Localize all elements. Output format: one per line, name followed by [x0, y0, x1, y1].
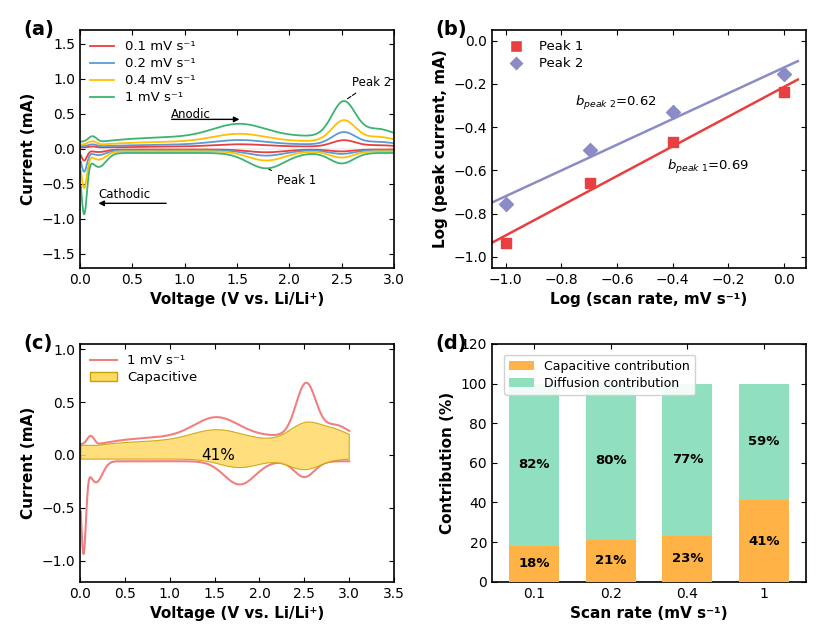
0.1 mV s⁻¹	[143, 146, 153, 153]
Bar	[662, 383, 712, 536]
1 mV s⁻¹	[390, 149, 399, 157]
Point	[667, 137, 680, 147]
Point	[667, 107, 680, 117]
Text: 77%: 77%	[672, 453, 703, 466]
0.4 mV s⁻¹	[79, 184, 89, 192]
0.2 mV s⁻¹	[153, 146, 163, 154]
1 mV s⁻¹	[204, 149, 214, 157]
Text: 59%: 59%	[748, 435, 780, 449]
Bar	[509, 383, 559, 546]
0.1 mV s⁻¹	[247, 148, 257, 155]
0.4 mV s⁻¹	[143, 148, 153, 155]
Bar	[662, 536, 712, 582]
Point	[583, 144, 596, 155]
1 mV s⁻¹	[143, 149, 153, 157]
Y-axis label: Contribution (%): Contribution (%)	[440, 392, 455, 534]
Text: (b): (b)	[435, 21, 467, 39]
Legend: Peak 1, Peak 2: Peak 1, Peak 2	[499, 37, 588, 74]
X-axis label: Scan rate (mV s⁻¹): Scan rate (mV s⁻¹)	[571, 606, 728, 621]
Line: 1 mV s⁻¹: 1 mV s⁻¹	[81, 153, 394, 214]
Text: 23%: 23%	[672, 553, 703, 566]
0.2 mV s⁻¹	[204, 146, 214, 154]
Text: Anodic: Anodic	[171, 108, 211, 121]
Y-axis label: Current (mA): Current (mA)	[21, 92, 36, 205]
Text: 21%: 21%	[595, 555, 626, 568]
0.1 mV s⁻¹	[204, 146, 214, 153]
0.2 mV s⁻¹	[76, 158, 86, 166]
0.1 mV s⁻¹	[76, 152, 86, 159]
Text: 41%: 41%	[201, 448, 235, 463]
Polygon shape	[81, 422, 349, 470]
Y-axis label: Current (mA): Current (mA)	[21, 406, 36, 519]
X-axis label: Voltage (V vs. Li/Li⁺): Voltage (V vs. Li/Li⁺)	[150, 606, 324, 621]
Legend: 1 mV s⁻¹, Capacitive: 1 mV s⁻¹, Capacitive	[87, 351, 202, 388]
Bar	[509, 546, 559, 582]
0.1 mV s⁻¹	[390, 146, 399, 153]
0.1 mV s⁻¹	[180, 146, 190, 153]
Text: (a): (a)	[23, 21, 55, 39]
1 mV s⁻¹	[153, 149, 163, 157]
0.4 mV s⁻¹	[153, 148, 163, 155]
Bar	[586, 540, 636, 582]
Text: (d): (d)	[435, 334, 467, 353]
Text: 80%: 80%	[595, 455, 627, 467]
0.4 mV s⁻¹	[390, 148, 399, 155]
0.2 mV s⁻¹	[334, 150, 344, 158]
0.2 mV s⁻¹	[180, 146, 190, 154]
0.2 mV s⁻¹	[79, 168, 89, 175]
X-axis label: Voltage (V vs. Li/Li⁺): Voltage (V vs. Li/Li⁺)	[150, 292, 324, 307]
Text: 82%: 82%	[519, 458, 550, 471]
0.4 mV s⁻¹	[76, 168, 86, 175]
0.4 mV s⁻¹	[247, 154, 257, 162]
0.1 mV s⁻¹	[308, 146, 318, 153]
Text: Peak 2: Peak 2	[347, 76, 391, 100]
0.4 mV s⁻¹	[308, 148, 318, 156]
Point	[777, 87, 791, 97]
Bar	[739, 501, 789, 582]
0.2 mV s⁻¹	[247, 150, 257, 158]
0.4 mV s⁻¹	[334, 153, 344, 161]
Point	[500, 238, 513, 248]
0.4 mV s⁻¹	[180, 148, 190, 155]
1 mV s⁻¹	[76, 182, 86, 190]
Y-axis label: Log (peak current, mA): Log (peak current, mA)	[433, 49, 448, 248]
1 mV s⁻¹	[79, 211, 89, 218]
Bar	[586, 381, 636, 540]
0.1 mV s⁻¹	[79, 157, 89, 164]
Text: Cathodic: Cathodic	[98, 187, 151, 201]
0.1 mV s⁻¹	[153, 146, 163, 153]
Line: 0.2 mV s⁻¹: 0.2 mV s⁻¹	[81, 150, 394, 171]
Text: $b_{peak\ 1}$=0.69: $b_{peak\ 1}$=0.69	[667, 159, 749, 177]
Bar	[739, 383, 789, 501]
1 mV s⁻¹	[180, 149, 190, 157]
1 mV s⁻¹	[247, 160, 257, 168]
Point	[777, 69, 791, 80]
1 mV s⁻¹	[308, 150, 318, 158]
Text: $b_{peak\ 2}$=0.62: $b_{peak\ 2}$=0.62	[576, 94, 657, 112]
0.2 mV s⁻¹	[390, 146, 399, 154]
Legend: Capacitive contribution, Diffusion contribution: Capacitive contribution, Diffusion contr…	[504, 355, 696, 395]
Text: 41%: 41%	[748, 535, 780, 548]
Line: 0.4 mV s⁻¹: 0.4 mV s⁻¹	[81, 152, 394, 188]
Text: 18%: 18%	[519, 557, 550, 570]
0.4 mV s⁻¹	[204, 148, 214, 155]
0.2 mV s⁻¹	[143, 146, 153, 154]
Line: 0.1 mV s⁻¹: 0.1 mV s⁻¹	[81, 150, 394, 160]
Text: Peak 1: Peak 1	[269, 169, 316, 187]
Point	[500, 199, 513, 209]
Point	[583, 178, 596, 188]
Legend: 0.1 mV s⁻¹, 0.2 mV s⁻¹, 0.4 mV s⁻¹, 1 mV s⁻¹: 0.1 mV s⁻¹, 0.2 mV s⁻¹, 0.4 mV s⁻¹, 1 mV…	[87, 37, 199, 108]
0.1 mV s⁻¹	[334, 148, 344, 155]
0.2 mV s⁻¹	[308, 147, 318, 155]
1 mV s⁻¹	[334, 159, 344, 167]
X-axis label: Log (scan rate, mV s⁻¹): Log (scan rate, mV s⁻¹)	[551, 292, 748, 307]
Text: (c): (c)	[23, 334, 53, 353]
